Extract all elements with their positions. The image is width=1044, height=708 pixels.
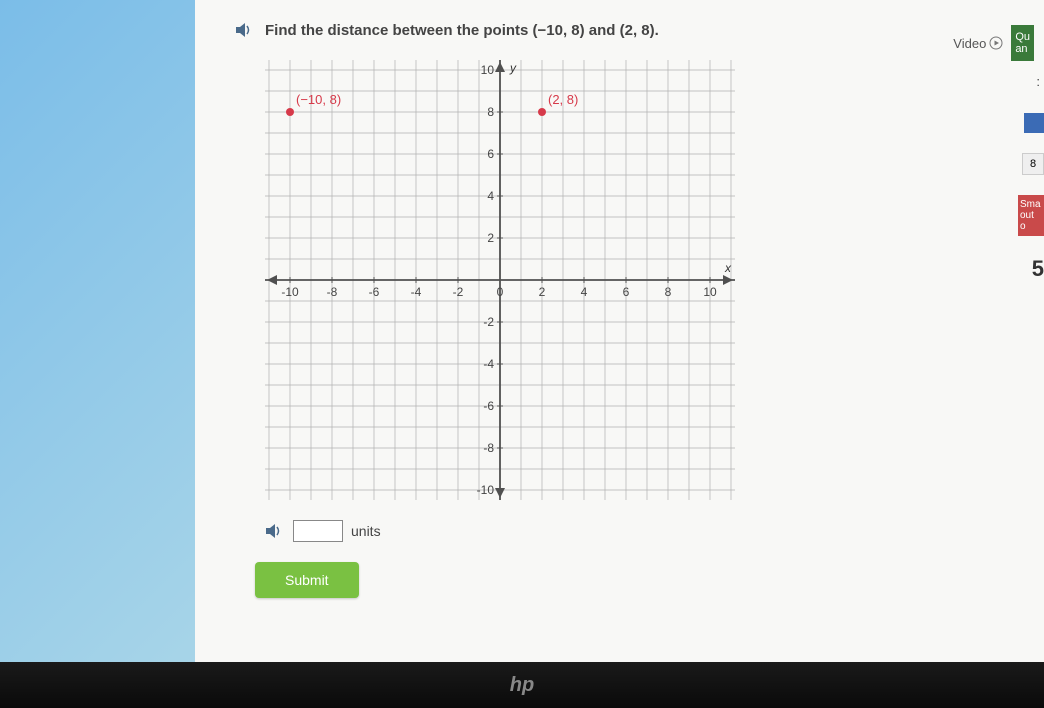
question-row: Find the distance between the points (−1… (235, 20, 1044, 40)
speaker-icon[interactable] (235, 20, 255, 40)
play-circle-icon (989, 36, 1003, 50)
top-right-controls: Video Qu an (953, 25, 1034, 61)
svg-text:2: 2 (539, 285, 546, 299)
svg-text:10: 10 (703, 285, 717, 299)
smartscore-badge: Sma out o (1018, 195, 1044, 236)
hp-logo: hp (510, 674, 534, 697)
svg-text:y: y (509, 61, 517, 75)
svg-text:-6: -6 (483, 399, 494, 413)
svg-text:(2, 8): (2, 8) (548, 92, 578, 107)
speaker-icon[interactable] (265, 521, 285, 541)
answer-input[interactable] (293, 520, 343, 542)
coordinate-grid: y x -10 -8 -6 -4 -2 0 2 4 6 8 10 2 4 6 8 10 -2 -4 -6 -8 -10 (−1… (265, 60, 1044, 500)
video-link[interactable]: Video (953, 36, 1003, 51)
main-content-panel: Video Qu an : 8 Sma out o 5 Find the dis… (195, 0, 1044, 662)
svg-text:6: 6 (623, 285, 630, 299)
svg-text:10: 10 (481, 63, 495, 77)
strip-number-box: 8 (1022, 153, 1044, 175)
question-badge: Qu an (1011, 25, 1034, 61)
svg-text:0: 0 (497, 285, 504, 299)
taskbar: hp (0, 662, 1044, 708)
answer-row: units (265, 520, 1044, 542)
svg-text:8: 8 (665, 285, 672, 299)
svg-text:2: 2 (487, 231, 494, 245)
submit-button[interactable]: Submit (255, 562, 359, 598)
strip-blue-box (1024, 113, 1044, 133)
right-sidebar-strip: : 8 Sma out o 5 (1018, 70, 1044, 282)
svg-text:-6: -6 (369, 285, 380, 299)
svg-text:-8: -8 (483, 441, 494, 455)
svg-text:-2: -2 (483, 315, 494, 329)
svg-text:-8: -8 (327, 285, 338, 299)
svg-text:6: 6 (487, 147, 494, 161)
svg-text:-10: -10 (281, 285, 299, 299)
video-label: Video (953, 36, 986, 51)
svg-text:4: 4 (487, 189, 494, 203)
strip-score: 5 (1032, 256, 1044, 282)
question-text: Find the distance between the points (−1… (265, 22, 659, 39)
svg-text:(−10, 8): (−10, 8) (296, 92, 341, 107)
strip-spacer: : (1032, 70, 1044, 93)
units-label: units (351, 523, 381, 539)
svg-text:-4: -4 (483, 357, 494, 371)
svg-text:x: x (724, 261, 732, 275)
svg-text:-4: -4 (411, 285, 422, 299)
svg-text:8: 8 (487, 105, 494, 119)
svg-text:-10: -10 (477, 483, 495, 497)
grid-svg: y x -10 -8 -6 -4 -2 0 2 4 6 8 10 2 4 6 8 10 -2 -4 -6 -8 -10 (−1… (265, 60, 735, 500)
svg-text:-2: -2 (453, 285, 464, 299)
svg-text:4: 4 (581, 285, 588, 299)
